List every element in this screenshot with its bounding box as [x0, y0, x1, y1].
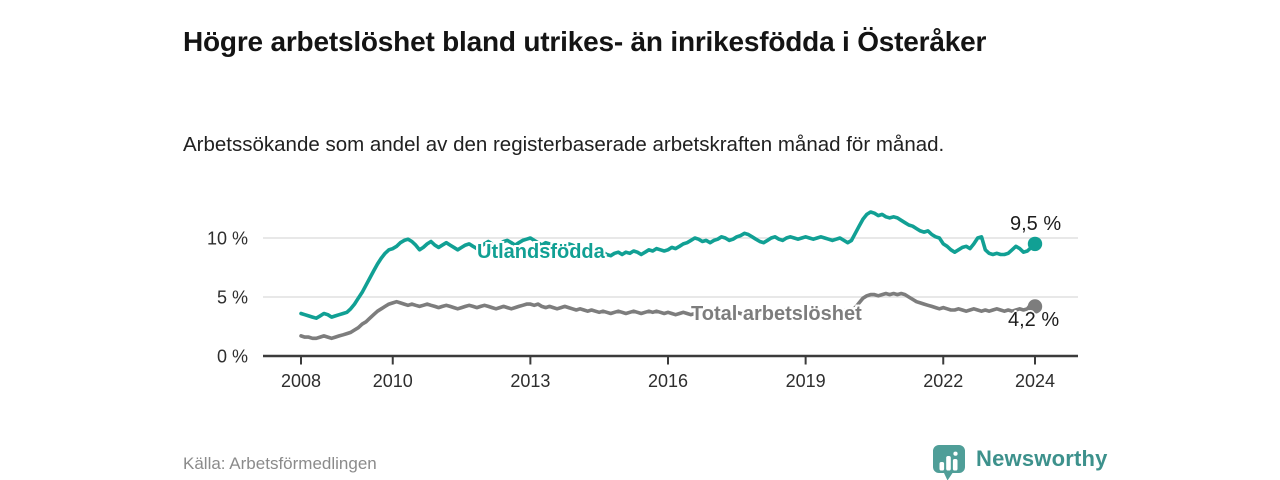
y-tick-label: 0 % — [217, 347, 248, 367]
x-tick-label: 2019 — [786, 371, 826, 391]
x-tick-label: 2016 — [648, 371, 688, 391]
series-end-dot-1 — [1027, 299, 1043, 314]
x-tick-label: 2008 — [281, 371, 321, 391]
end-value-label-total: 4,2 % — [1008, 309, 1060, 331]
source-note: Källa: Arbetsförmedlingen — [183, 454, 377, 473]
newsworthy-bars-speech-bubble-icon — [933, 445, 965, 480]
x-tick-label: 2013 — [510, 371, 550, 391]
y-tick-label: 5 % — [217, 288, 248, 308]
x-tick-label: 2024 — [1015, 371, 1055, 391]
x-tick-label: 2022 — [923, 371, 963, 391]
y-tick-label: 10 % — [207, 229, 248, 249]
newsworthy-wordmark: Newsworthy — [976, 446, 1108, 471]
chart-title: Högre arbetslöshet bland utrikes- än inr… — [183, 25, 987, 57]
series-line-0 — [299, 210, 1037, 321]
end-value-label-utlandsfodda: 9,5 % — [1010, 213, 1062, 235]
series-label-utlandsfodda: Utlandsfödda — [477, 241, 605, 263]
chart-subtitle: Arbetssökande som andel av den registerb… — [183, 132, 945, 156]
series-label-total-arbetsloshet: Total arbetslöshet — [691, 303, 862, 325]
series-line-1 — [299, 291, 1037, 341]
newsworthy-logo[interactable]: Newsworthy — [931, 443, 1108, 480]
series-end-dot-0 — [1027, 236, 1043, 252]
x-tick-label: 2010 — [373, 371, 413, 391]
